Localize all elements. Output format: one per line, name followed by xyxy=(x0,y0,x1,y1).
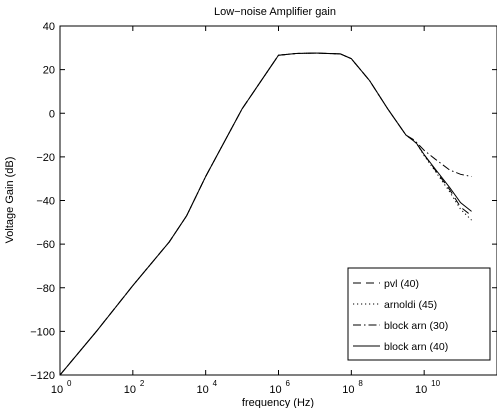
y-tick-label: 40 xyxy=(43,21,55,33)
legend: pvl (40) arnoldi (45) block arn (30) block … xyxy=(347,267,491,361)
y-tick-label: −80 xyxy=(36,283,55,295)
y-tick-label: 0 xyxy=(49,108,55,120)
y-axis-label: Voltage Gain (dB) xyxy=(4,157,16,244)
legend-label: pvl (40) xyxy=(384,278,419,290)
x-tick-label-exponent: 8 xyxy=(358,379,363,388)
x-tick-label-exponent: 4 xyxy=(213,379,218,388)
y-tick-label: 20 xyxy=(43,65,55,77)
x-tick-label-exponent: 2 xyxy=(140,379,145,388)
x-tick-label: 10 xyxy=(51,384,63,396)
x-tick-label: 10 xyxy=(269,384,281,396)
x-tick-label: 10 xyxy=(197,384,209,396)
plot-frame xyxy=(59,25,497,376)
x-tick-label: 10 xyxy=(124,384,136,396)
x-tick-label-exponent: 0 xyxy=(67,379,72,388)
x-tick-label-exponent: 6 xyxy=(286,379,291,388)
legend-label: block arn (40) xyxy=(384,341,448,353)
y-tick-label: −60 xyxy=(36,239,55,251)
axes: 10 0 10 2 10 4 10 6 10 8 10 10 −120 −100 −80 −60 −40 −20 0… xyxy=(30,21,497,396)
x-tick-label: 10 xyxy=(415,384,427,396)
legend-label: arnoldi (45) xyxy=(384,299,437,311)
series-line-4 xyxy=(60,52,472,375)
x-tick-label-exponent: 10 xyxy=(431,379,440,388)
y-tick-label: −40 xyxy=(36,196,55,208)
chart-title: Low−noise Amplifier gain xyxy=(214,6,336,18)
plot-area xyxy=(60,52,472,375)
x-axis-label: frequency (Hz) xyxy=(242,397,314,408)
y-tick-label: −100 xyxy=(30,326,55,338)
legend-label: block arn (30) xyxy=(384,320,448,332)
x-tick-label: 10 xyxy=(342,384,354,396)
y-tick-label: −20 xyxy=(36,152,55,164)
y-tick-label: −120 xyxy=(30,370,55,382)
